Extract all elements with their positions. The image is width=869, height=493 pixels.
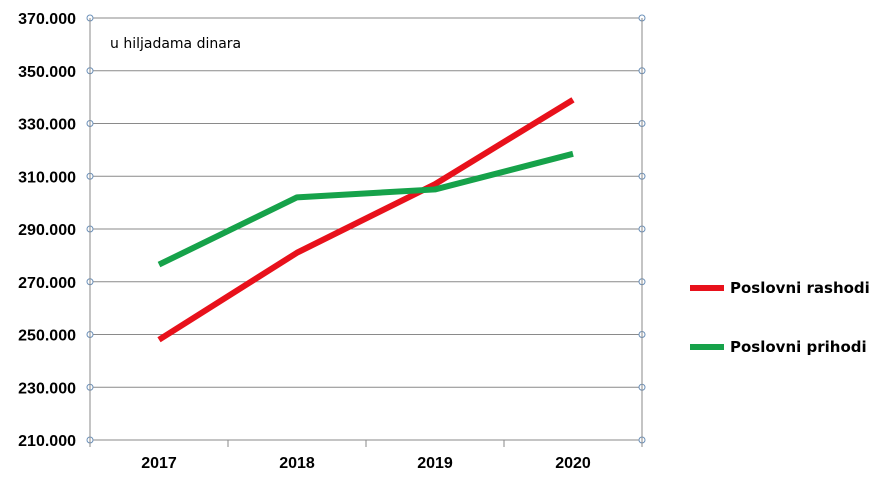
series-lines (157, 97, 575, 343)
y-tick-label: 230.000 (18, 380, 76, 397)
y-tick-label: 250.000 (18, 328, 76, 345)
y-tick-label: 330.000 (18, 117, 76, 134)
legend-label: Poslovni prihodi (730, 338, 867, 356)
legend-label: Poslovni rashodi (730, 279, 869, 297)
y-axis-ticks: 210.000 230.000 250.000 270.000 290.000 310.0… (18, 11, 76, 450)
y-tick-label: 210.000 (18, 433, 76, 450)
x-axis-ticks: 2017 2018 2019 2020 (141, 455, 591, 472)
legend: Poslovni rashodi Poslovni prihodi (690, 279, 869, 356)
x-tick-label: 2017 (141, 455, 177, 472)
gridlines (86, 14, 646, 447)
y-tick-label: 290.000 (18, 222, 76, 239)
x-tick-label: 2019 (417, 455, 453, 472)
y-tick-label: 370.000 (18, 11, 76, 28)
unit-annotation: u hiljadama dinara (110, 36, 241, 52)
series-line (157, 150, 574, 268)
y-tick-label: 270.000 (18, 275, 76, 292)
x-tick-label: 2020 (555, 455, 591, 472)
y-tick-label: 350.000 (18, 64, 76, 81)
series-line (157, 97, 575, 343)
y-tick-label: 310.000 (18, 169, 76, 186)
x-tick-label: 2018 (279, 455, 315, 472)
